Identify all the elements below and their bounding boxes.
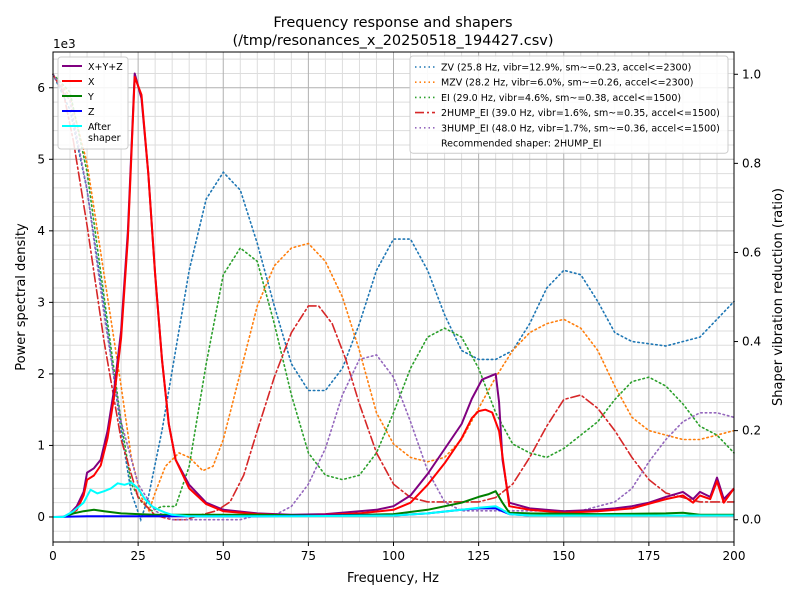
- legend-label-zv: ZV (25.8 Hz, vibr=12.9%, sm~=0.23, accel…: [441, 63, 691, 74]
- y-tick-label: 0: [37, 510, 45, 524]
- legend-right-box: [409, 55, 729, 154]
- legend-label-x: X: [88, 77, 95, 88]
- x-tick-label: 0: [49, 549, 57, 563]
- shaper-line-3hump-ei: [52, 73, 735, 521]
- y2-tick-label: 0.4: [742, 335, 761, 349]
- legend-label-2hump-ei: 2HUMP_EI (39.0 Hz, vibr=1.6%, sm~=0.35, …: [441, 108, 720, 119]
- x-tick-label: 175: [637, 549, 660, 563]
- legend-label-z: Z: [88, 107, 95, 118]
- x-tick-label: 50: [216, 549, 231, 563]
- y2-tick-label: 1.0: [742, 67, 761, 81]
- psd-line-y: [53, 490, 734, 518]
- chart-title: Frequency response and shapers: [273, 15, 512, 31]
- legend-label-3hump-ei: 3HUMP_EI (48.0 Hz, vibr=1.7%, sm~=0.36, …: [441, 123, 720, 134]
- legend-label-mzv: MZV (28.2 Hz, vibr=6.0%, sm~=0.26, accel…: [441, 78, 693, 89]
- y-tick-label: 5: [37, 152, 45, 166]
- y-tick-label: 2: [37, 367, 45, 381]
- y-axis-ticks: 0 1 2 3 4 5 6: [37, 81, 53, 524]
- y-tick-label: 4: [37, 224, 45, 238]
- legend-label-after-shaper: shaper: [88, 133, 121, 144]
- psd-line-x-y-z: [53, 72, 735, 518]
- legend-label-y: Y: [87, 92, 94, 103]
- shaper-curves: [52, 73, 735, 523]
- chart-subtitle: (/tmp/resonances_x_20250518_194427.csv): [232, 33, 553, 49]
- psd-curves: [52, 72, 735, 518]
- x-tick-label: 150: [552, 549, 575, 563]
- x-tick-label: 100: [382, 549, 405, 563]
- x-axis-ticks: 0 25 50 75 100 125 150 175 200: [49, 542, 745, 563]
- y2-axis-label: Shaper vibration reduction (ratio): [771, 188, 786, 406]
- x-axis-label: Frequency, Hz: [347, 571, 439, 586]
- y-tick-label: 3: [37, 295, 45, 309]
- y2-tick-label: 0.6: [742, 245, 761, 259]
- x-tick-label: 25: [130, 549, 145, 563]
- y2-tick-label: 0.2: [742, 424, 761, 438]
- y-tick-label: 6: [37, 81, 45, 95]
- y2-tick-label: 0.0: [742, 513, 761, 527]
- x-tick-label: 200: [723, 549, 746, 563]
- shaper-line-ei: [52, 73, 735, 512]
- y-scale-label: 1e3: [53, 37, 76, 51]
- y2-axis-ticks: 0.0 0.2 0.4 0.6 0.8 1.0: [734, 67, 761, 527]
- psd-line-after-shaper: [53, 481, 734, 518]
- recommended-shaper-label: Recommended shaper: 2HUMP_EI: [441, 139, 602, 150]
- x-tick-label: 125: [467, 549, 490, 563]
- legend-label-x-y-z: X+Y+Z: [88, 62, 123, 73]
- legend-label-ei: EI (29.0 Hz, vibr=4.6%, sm~=0.38, accel<…: [441, 93, 681, 104]
- y-tick-label: 1: [37, 438, 45, 452]
- legend-shapers: ZV (25.8 Hz, vibr=12.9%, sm~=0.23, accel…: [409, 55, 729, 154]
- y-axis-label: Power spectral density: [14, 223, 29, 371]
- psd-line-x: [53, 76, 735, 518]
- shaper-line-zv: [52, 73, 735, 523]
- y2-tick-label: 0.8: [742, 156, 761, 170]
- x-tick-label: 75: [301, 549, 316, 563]
- legend-label-after-shaper: After: [88, 122, 111, 133]
- shaper-line-mzv: [52, 73, 735, 513]
